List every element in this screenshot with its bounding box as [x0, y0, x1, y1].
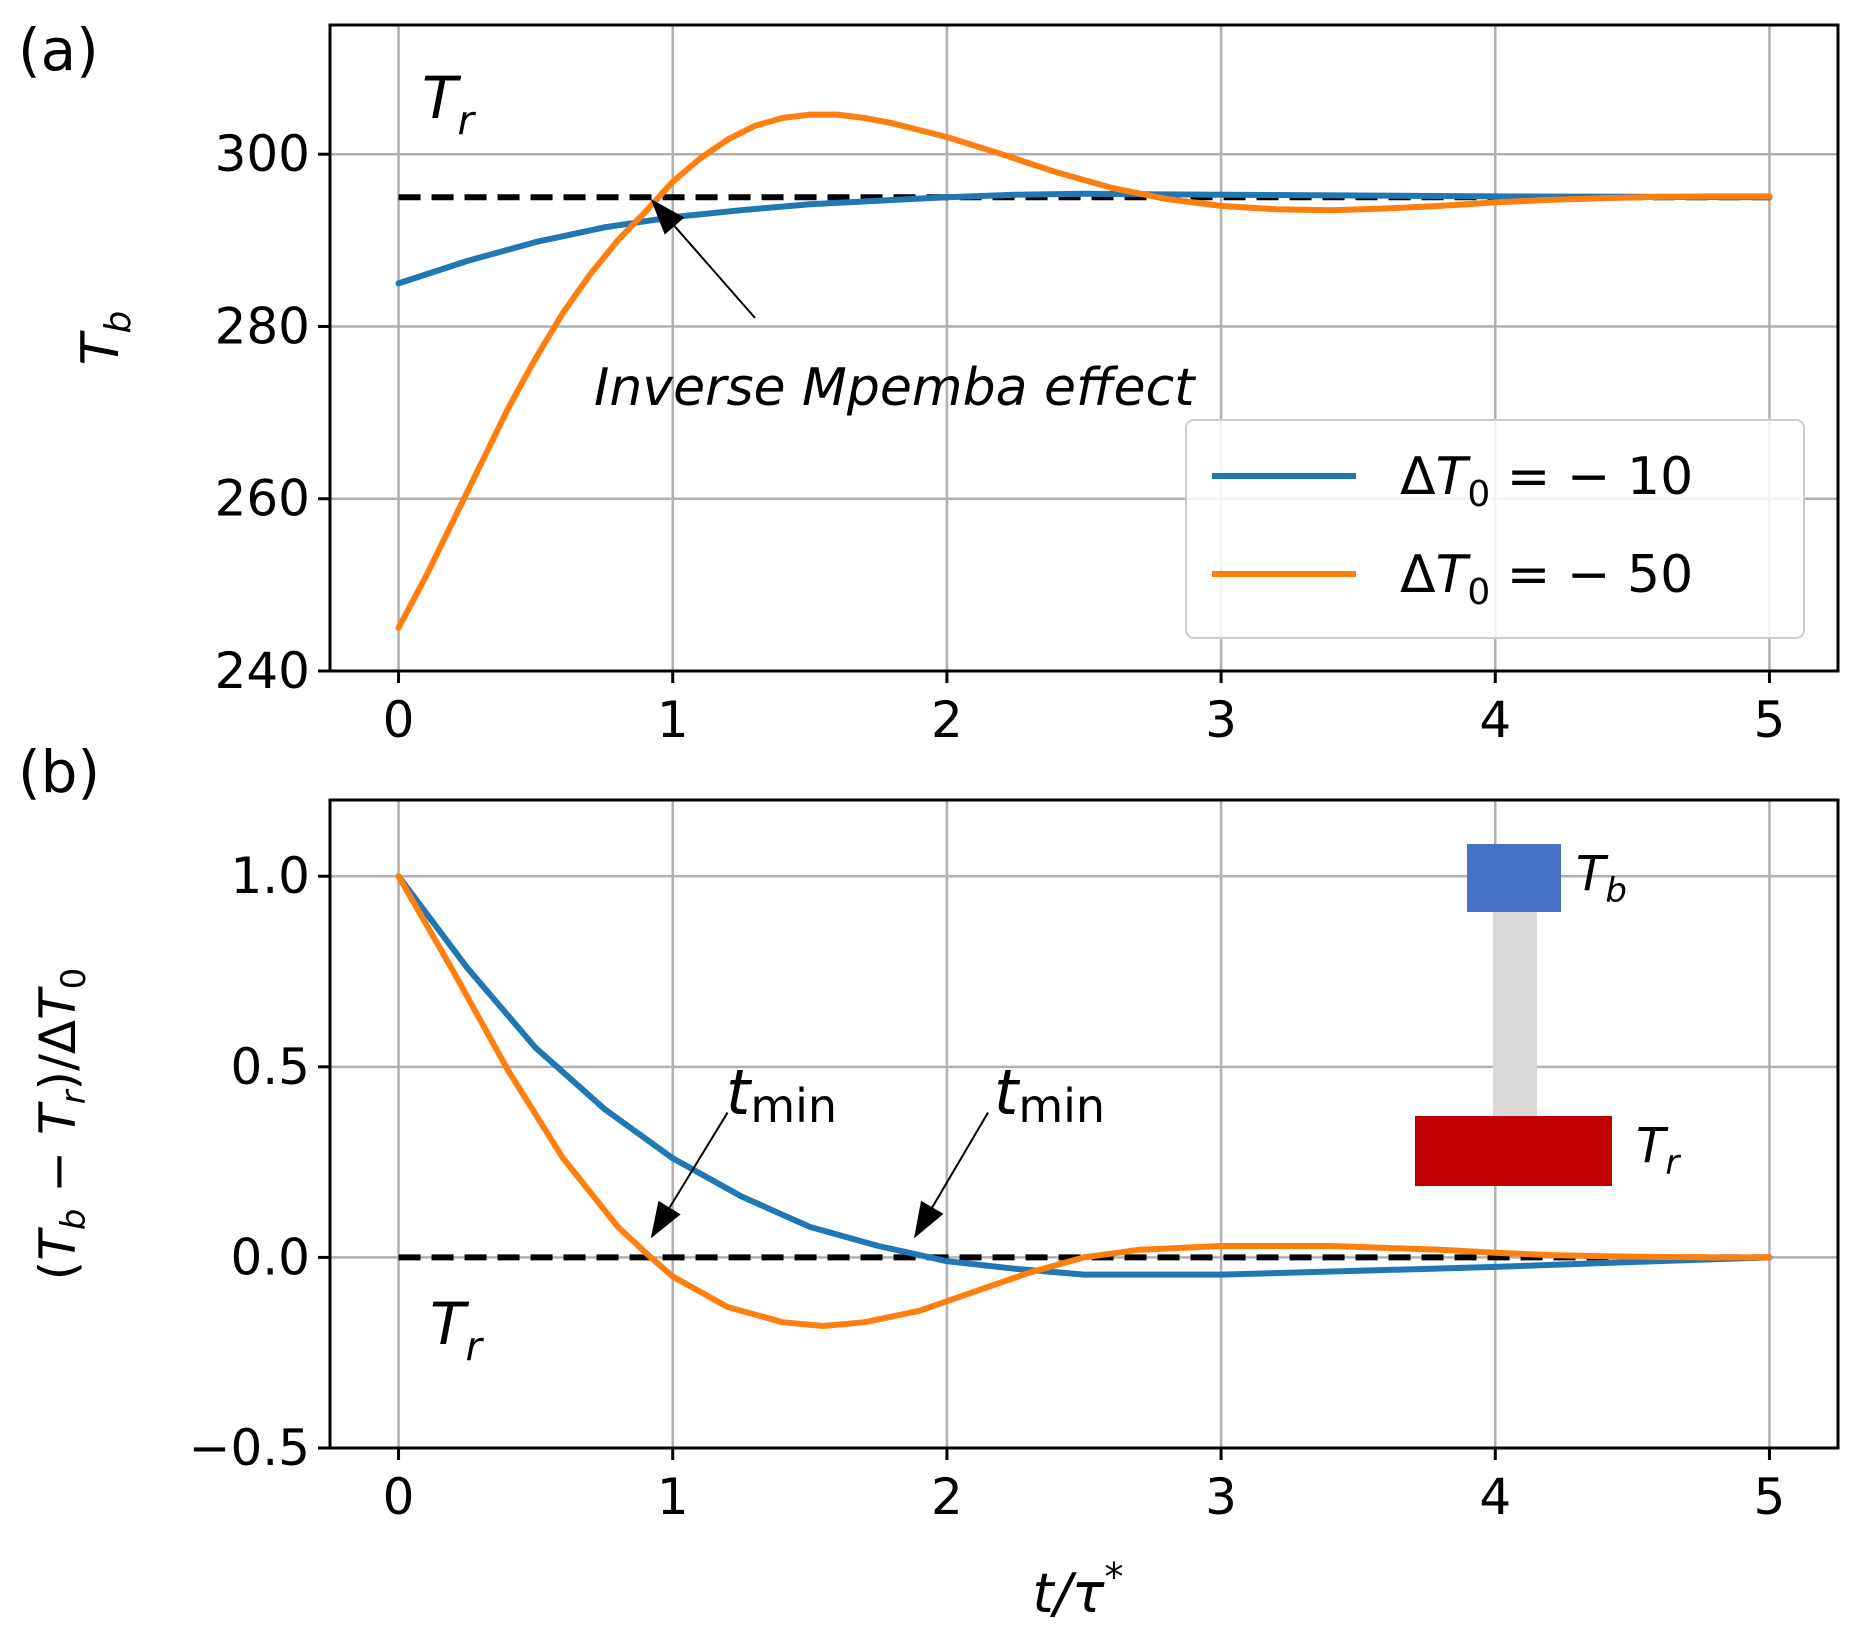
- panel-b-series: [395, 873, 1773, 1329]
- inverse-mpemba-arrow-head: [650, 198, 685, 235]
- panel-a-x-tick-label: 5: [1754, 691, 1786, 749]
- inset-reservoir-block: [1415, 1116, 1612, 1186]
- tmin-label-1: tmin: [726, 1056, 837, 1133]
- panel-a-frame: [328, 23, 1840, 673]
- tmin-arrow-1-head: [650, 1200, 681, 1239]
- panel-b-x-tick-label: 4: [1479, 1468, 1511, 1526]
- panel-b-x-tick-label: 5: [1754, 1468, 1786, 1526]
- panel-a-y-tick-label: 280: [215, 297, 310, 355]
- tmin-label-2: tmin: [994, 1056, 1105, 1133]
- panel-b-label: (b): [18, 738, 100, 806]
- inset-link: [1493, 910, 1537, 1118]
- panel-b: (b) −0.5 0.0 0.5 1.0 0 1 2 3 4 5 (Tb − Tr)/ΔT0 t…: [18, 738, 1840, 1625]
- panel-a-y-tick-label: 260: [215, 470, 310, 528]
- legend-label-2: ΔT0 = − 50: [1400, 545, 1693, 613]
- panel-a-y-tick-label: 300: [215, 125, 310, 183]
- panel-a: (a) 240 260 280 300 0 1 2 3 4 5 Tb Tr Inverse Mp…: [18, 16, 1840, 749]
- panel-a-y-ticks: 240 260 280 300: [215, 125, 330, 700]
- panel-b-x-tick-label: 2: [931, 1468, 963, 1526]
- panel-a-series: [395, 111, 1773, 631]
- panel-a-reference-label: Tr: [422, 64, 476, 144]
- panel-b-y-ticks: −0.5 0.0 0.5 1.0: [189, 847, 330, 1477]
- panel-b-y-tick-label: 0.5: [230, 1038, 310, 1096]
- panel-b-xlabel: t/τ*: [1033, 1555, 1124, 1625]
- panel-b-reference-label: Tr: [430, 1290, 484, 1370]
- panel-b-y-tick-label: 0.0: [230, 1228, 310, 1286]
- panel-a-series-line-1: [395, 190, 1773, 287]
- panel-b-y-tick-label: 1.0: [230, 847, 310, 905]
- panel-b-y-tick-label: −0.5: [189, 1419, 310, 1477]
- inverse-mpemba-annotation: Inverse Mpemba effect: [594, 358, 1196, 418]
- panel-a-x-tick-label: 3: [1205, 691, 1237, 749]
- panel-a-y-tick-label: 240: [215, 642, 310, 700]
- tmin-arrow-1-line: [668, 1112, 729, 1209]
- legend-label-1: ΔT0 = − 10: [1400, 447, 1693, 515]
- panel-a-label: (a): [18, 16, 99, 84]
- tmin-arrow-2-head: [914, 1200, 944, 1239]
- inset-tr-label: Tr: [1636, 1118, 1681, 1183]
- inset-body-block: [1467, 844, 1561, 912]
- inset-tb-label: Tb: [1576, 846, 1627, 911]
- panel-b-x-tick-label: 0: [383, 1468, 415, 1526]
- panel-a-ylabel: Tb: [71, 311, 139, 366]
- panel-b-x-tick-label: 3: [1205, 1468, 1237, 1526]
- panel-b-frame: [328, 798, 1840, 1450]
- panel-b-x-tick-label: 1: [657, 1468, 689, 1526]
- panel-a-x-tick-label: 2: [931, 691, 963, 749]
- tmin-arrow-2-line: [931, 1112, 989, 1208]
- inset-diagram: Tb Tr: [1415, 844, 1681, 1186]
- inverse-mpemba-arrow-line: [673, 225, 756, 319]
- panel-a-series-line-2: [395, 111, 1773, 631]
- panel-a-x-tick-label: 4: [1479, 691, 1511, 749]
- panel-a-x-ticks: 0 1 2 3 4 5: [383, 671, 1786, 749]
- legend: ΔT0 = − 10 ΔT0 = − 50: [1185, 419, 1805, 639]
- panel-a-x-tick-label: 1: [657, 691, 689, 749]
- panel-b-series-line-2: [395, 873, 1773, 1329]
- panel-a-x-tick-label: 0: [383, 691, 415, 749]
- panel-b-series-line-1: [395, 873, 1773, 1278]
- panel-b-x-ticks: 0 1 2 3 4 5: [383, 1448, 1786, 1526]
- panel-b-ylabel: (Tb − Tr)/ΔT0: [29, 968, 94, 1281]
